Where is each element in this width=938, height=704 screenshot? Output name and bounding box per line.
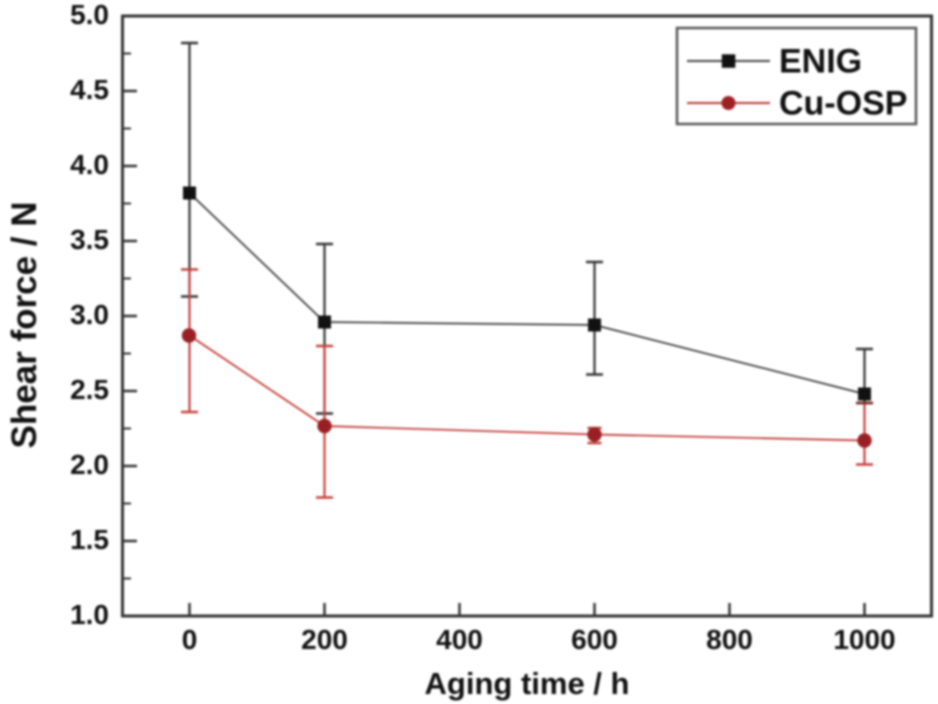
svg-text:1.0: 1.0 bbox=[70, 599, 109, 630]
svg-text:0: 0 bbox=[182, 624, 198, 655]
svg-text:400: 400 bbox=[436, 624, 483, 655]
svg-text:Shear force / N: Shear force / N bbox=[5, 201, 44, 448]
svg-text:800: 800 bbox=[706, 624, 753, 655]
svg-text:ENIG: ENIG bbox=[779, 43, 862, 81]
svg-text:2.5: 2.5 bbox=[70, 374, 109, 405]
svg-text:Cu-OSP: Cu-OSP bbox=[779, 85, 907, 123]
svg-text:Aging time / h: Aging time / h bbox=[425, 666, 630, 701]
svg-text:600: 600 bbox=[571, 624, 618, 655]
svg-text:4.0: 4.0 bbox=[70, 149, 109, 180]
svg-text:3.0: 3.0 bbox=[70, 299, 109, 330]
svg-text:3.5: 3.5 bbox=[70, 224, 109, 255]
svg-text:2.0: 2.0 bbox=[70, 449, 109, 480]
svg-text:1.5: 1.5 bbox=[70, 524, 109, 555]
svg-text:5.0: 5.0 bbox=[70, 0, 109, 30]
svg-text:1000: 1000 bbox=[833, 624, 895, 655]
svg-text:200: 200 bbox=[301, 624, 348, 655]
svg-text:4.5: 4.5 bbox=[70, 74, 109, 105]
